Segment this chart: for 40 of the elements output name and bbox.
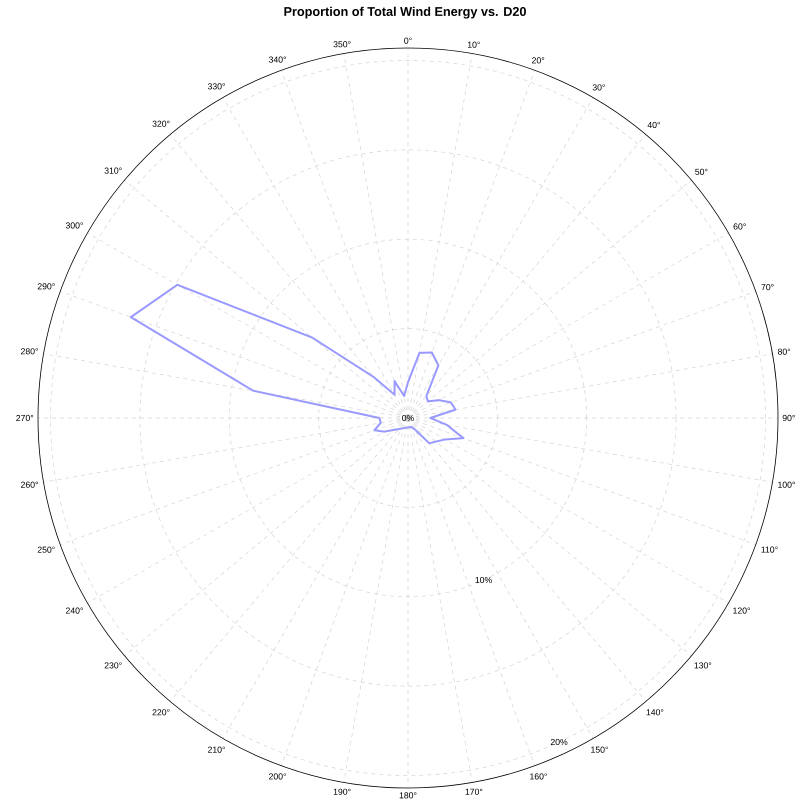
spoke-label: 320° bbox=[152, 120, 170, 127]
spoke-label: 300° bbox=[66, 222, 83, 228]
spoke-label: 60° bbox=[734, 223, 746, 230]
spoke-label: 310° bbox=[104, 168, 122, 174]
spoke-label: 340° bbox=[268, 56, 286, 63]
spoke-label: 160° bbox=[530, 773, 547, 780]
spoke-label: 90° bbox=[782, 414, 795, 422]
spoke-label: 200° bbox=[269, 773, 286, 780]
spoke-label: 70° bbox=[761, 284, 774, 290]
spoke-label: 270° bbox=[16, 414, 34, 422]
spoke-label: 290° bbox=[38, 283, 55, 290]
spoke-label: 150° bbox=[591, 746, 608, 753]
spoke-label: 140° bbox=[646, 709, 664, 716]
y-tick-label: 10% bbox=[476, 576, 492, 584]
spoke-label: 240° bbox=[66, 608, 83, 614]
spoke-label: 20° bbox=[532, 57, 544, 64]
spoke-label: 230° bbox=[104, 662, 122, 668]
spoke-label: 120° bbox=[733, 608, 750, 614]
spoke-label: 80° bbox=[778, 348, 790, 355]
spoke-label: 0° bbox=[404, 38, 412, 44]
spoke-label: 220° bbox=[152, 709, 170, 716]
spoke-label: 100° bbox=[778, 482, 795, 488]
spoke-label: 250° bbox=[38, 546, 55, 553]
spoke-label: 330° bbox=[208, 83, 225, 90]
spoke-label: 10° bbox=[468, 42, 480, 48]
chart-title: Proportion of Total Wind Energy vs. D20 bbox=[284, 6, 526, 19]
y-tick-label: 20% bbox=[550, 738, 568, 746]
spoke-label: 260° bbox=[21, 482, 38, 488]
spoke-label: 210° bbox=[208, 746, 225, 753]
spoke-label: 110° bbox=[761, 546, 778, 553]
spoke-label: 190° bbox=[334, 788, 351, 795]
spoke-label: 130° bbox=[694, 662, 712, 668]
spoke-label: 50° bbox=[695, 168, 708, 175]
spoke-label: 30° bbox=[592, 84, 605, 90]
spoke-label: 40° bbox=[648, 122, 660, 128]
spoke-label: 280° bbox=[21, 348, 38, 354]
spoke-label: 350° bbox=[333, 41, 351, 48]
spoke-label: 170° bbox=[466, 788, 482, 795]
spoke-label: 180° bbox=[400, 792, 416, 798]
y-tick-label: 0% bbox=[402, 414, 414, 422]
